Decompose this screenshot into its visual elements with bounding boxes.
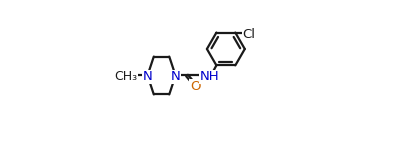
Text: O: O: [190, 80, 200, 93]
Text: N: N: [143, 71, 152, 84]
Text: Cl: Cl: [242, 28, 255, 41]
Text: NH: NH: [199, 71, 219, 84]
Text: N: N: [171, 71, 180, 84]
Text: CH₃: CH₃: [115, 71, 138, 84]
